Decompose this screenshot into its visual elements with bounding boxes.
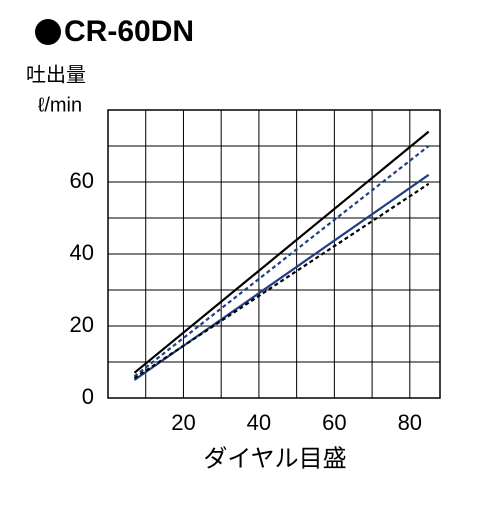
x-tick-label: 80	[398, 410, 422, 435]
y-tick-label: 40	[70, 240, 94, 265]
y-tick-label: 0	[82, 384, 94, 409]
plot-frame	[107, 109, 441, 399]
chart-title: CR-60DN	[64, 15, 194, 48]
series-line	[133, 145, 430, 378]
x-tick-label: 40	[247, 410, 271, 435]
y-tick-label: 20	[70, 312, 94, 337]
series-line	[133, 130, 430, 374]
x-tick-label: 60	[322, 410, 346, 435]
y-tick-label: 60	[70, 168, 94, 193]
series-line	[133, 182, 430, 380]
title-bullet	[35, 19, 61, 45]
x-tick-label: 20	[171, 410, 195, 435]
y-axis-unit: ℓ/min	[38, 94, 82, 116]
x-axis-label: ダイヤル目盛	[203, 445, 346, 472]
y-axis-label: 吐出量	[26, 63, 86, 86]
